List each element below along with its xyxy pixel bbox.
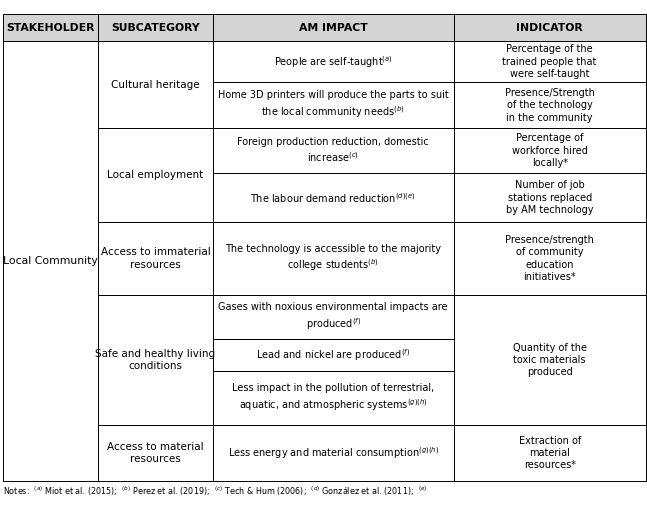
Bar — [454, 295, 646, 425]
Bar — [213, 14, 454, 41]
Bar — [213, 82, 454, 128]
Bar — [213, 173, 454, 223]
Text: INDICATOR: INDICATOR — [516, 23, 583, 33]
Text: Percentage of the
trained people that
were self-taught: Percentage of the trained people that we… — [503, 44, 597, 79]
Text: Home 3D printers will produce the parts to suit
the local community needs$^{(b)}: Home 3D printers will produce the parts … — [218, 90, 448, 120]
Bar — [213, 128, 454, 173]
Bar — [98, 41, 213, 128]
Text: Less impact in the pollution of terrestrial,
aquatic, and atmospheric systems$^{: Less impact in the pollution of terrestr… — [232, 383, 434, 413]
Text: Safe and healthy living
conditions: Safe and healthy living conditions — [96, 349, 215, 371]
Bar — [3, 41, 98, 481]
Text: Lead and nickel are produced$^{(f)}$: Lead and nickel are produced$^{(f)}$ — [256, 347, 410, 363]
Text: Percentage of
workforce hired
locally*: Percentage of workforce hired locally* — [512, 133, 587, 168]
Bar — [3, 14, 98, 41]
Text: Less energy and material consumption$^{(g)(h)}$: Less energy and material consumption$^{(… — [228, 445, 439, 461]
Text: Access to material
resources: Access to material resources — [107, 442, 204, 464]
Text: The technology is accessible to the majority
college students$^{(b)}$: The technology is accessible to the majo… — [225, 244, 441, 273]
Bar — [98, 295, 213, 425]
Text: Local employment: Local employment — [107, 170, 204, 180]
Bar — [454, 223, 646, 295]
Text: Local Community: Local Community — [3, 256, 98, 266]
Text: Number of job
stations replaced
by AM technology: Number of job stations replaced by AM te… — [506, 180, 593, 215]
Text: Presence/strength
of community
education
initiatives*: Presence/strength of community education… — [505, 235, 594, 282]
Text: SUBCATEGORY: SUBCATEGORY — [111, 23, 200, 33]
Bar — [454, 41, 646, 82]
Text: Quantity of the
toxic materials
produced: Quantity of the toxic materials produced — [512, 343, 587, 377]
Text: People are self-taught$^{(a)}$: People are self-taught$^{(a)}$ — [274, 54, 393, 69]
Bar — [454, 425, 646, 481]
Bar — [213, 371, 454, 425]
Bar — [98, 128, 213, 223]
Bar — [98, 14, 213, 41]
Text: Cultural heritage: Cultural heritage — [111, 80, 200, 90]
Text: Presence/Strength
of the technology
in the community: Presence/Strength of the technology in t… — [505, 88, 595, 123]
Bar — [454, 173, 646, 223]
Bar — [454, 128, 646, 173]
Bar — [213, 339, 454, 371]
Bar — [98, 425, 213, 481]
Bar — [213, 295, 454, 339]
Text: AM IMPACT: AM IMPACT — [299, 23, 367, 33]
Bar — [454, 14, 646, 41]
Bar — [454, 82, 646, 128]
Bar — [213, 223, 454, 295]
Bar — [213, 425, 454, 481]
Text: Foreign production reduction, domestic
increase$^{(c)}$: Foreign production reduction, domestic i… — [237, 137, 429, 164]
Text: The labour demand reduction$^{(d)(e)}$: The labour demand reduction$^{(d)(e)}$ — [250, 191, 416, 205]
Text: Extraction of
material
resources*: Extraction of material resources* — [518, 436, 581, 470]
Bar — [213, 41, 454, 82]
Text: Notes:  $^{(a)}$ Miot et al. (2015);  $^{(b)}$ Perez et al. (2019);  $^{(c)}$ Te: Notes: $^{(a)}$ Miot et al. (2015); $^{(… — [3, 485, 428, 498]
Text: STAKEHOLDER: STAKEHOLDER — [6, 23, 95, 33]
Bar — [98, 223, 213, 295]
Text: Access to immaterial
resources: Access to immaterial resources — [101, 247, 210, 270]
Text: Gases with noxious environmental impacts are
produced$^{(f)}$: Gases with noxious environmental impacts… — [219, 302, 448, 332]
